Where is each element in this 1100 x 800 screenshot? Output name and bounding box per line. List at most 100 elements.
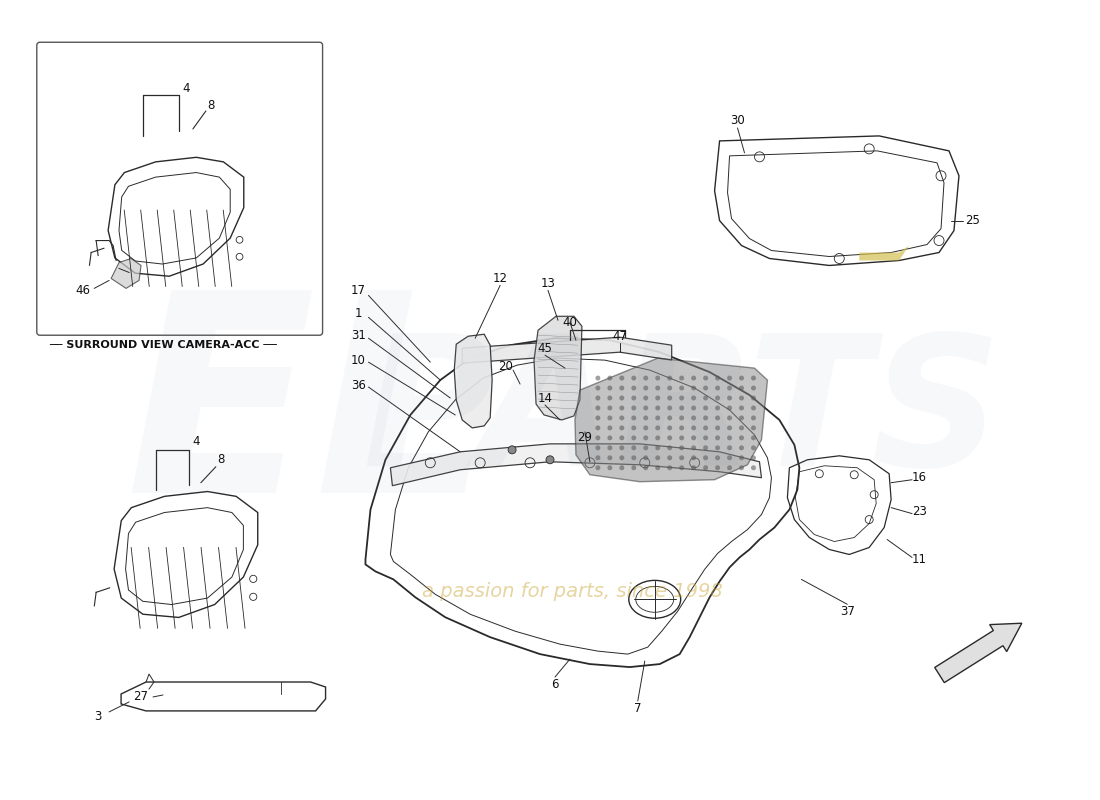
Circle shape <box>703 466 708 470</box>
Circle shape <box>679 426 684 430</box>
Circle shape <box>751 426 756 430</box>
Circle shape <box>751 406 756 410</box>
Circle shape <box>607 415 613 421</box>
Text: 45: 45 <box>538 342 552 354</box>
Circle shape <box>715 435 720 440</box>
Circle shape <box>691 435 696 440</box>
Polygon shape <box>534 316 582 420</box>
Circle shape <box>656 386 660 390</box>
Text: 25: 25 <box>966 214 980 227</box>
Circle shape <box>668 386 672 390</box>
Text: 4: 4 <box>183 82 189 94</box>
Circle shape <box>691 375 696 381</box>
Circle shape <box>679 375 684 381</box>
Circle shape <box>607 386 613 390</box>
Circle shape <box>607 466 613 470</box>
Circle shape <box>631 426 636 430</box>
Circle shape <box>595 415 601 421</box>
Circle shape <box>727 446 732 450</box>
Text: a passion for parts, since 1998: a passion for parts, since 1998 <box>421 582 723 601</box>
Circle shape <box>644 406 648 410</box>
Circle shape <box>727 375 732 381</box>
Text: 17: 17 <box>351 284 366 297</box>
Text: 36: 36 <box>351 378 366 391</box>
Circle shape <box>644 386 648 390</box>
Circle shape <box>607 426 613 430</box>
Circle shape <box>595 455 601 460</box>
Circle shape <box>679 466 684 470</box>
Circle shape <box>727 455 732 460</box>
Circle shape <box>595 426 601 430</box>
Circle shape <box>668 435 672 440</box>
Circle shape <box>595 466 601 470</box>
Circle shape <box>631 395 636 401</box>
Circle shape <box>751 435 756 440</box>
Circle shape <box>715 395 720 401</box>
Circle shape <box>619 375 625 381</box>
Text: 13: 13 <box>540 277 556 290</box>
FancyArrow shape <box>935 623 1022 682</box>
Text: 14: 14 <box>538 391 552 405</box>
Circle shape <box>656 426 660 430</box>
Circle shape <box>739 386 744 390</box>
Circle shape <box>691 386 696 390</box>
Circle shape <box>727 466 732 470</box>
Circle shape <box>727 395 732 401</box>
Circle shape <box>619 386 625 390</box>
Polygon shape <box>575 358 768 482</box>
Circle shape <box>607 375 613 381</box>
Circle shape <box>631 466 636 470</box>
Polygon shape <box>111 258 141 288</box>
Text: 16: 16 <box>912 471 926 484</box>
Text: 23: 23 <box>912 505 926 518</box>
Circle shape <box>751 415 756 421</box>
Circle shape <box>668 446 672 450</box>
Circle shape <box>739 426 744 430</box>
Circle shape <box>715 446 720 450</box>
Circle shape <box>703 435 708 440</box>
Circle shape <box>727 406 732 410</box>
Text: 10: 10 <box>351 354 366 366</box>
Circle shape <box>727 426 732 430</box>
Circle shape <box>727 435 732 440</box>
Text: 1: 1 <box>354 307 362 320</box>
Circle shape <box>656 455 660 460</box>
Polygon shape <box>454 334 492 428</box>
Circle shape <box>607 455 613 460</box>
Circle shape <box>595 406 601 410</box>
Circle shape <box>715 466 720 470</box>
Circle shape <box>644 435 648 440</box>
Circle shape <box>739 375 744 381</box>
Circle shape <box>715 455 720 460</box>
Circle shape <box>703 386 708 390</box>
Circle shape <box>595 395 601 401</box>
Circle shape <box>644 395 648 401</box>
Text: PARTS: PARTS <box>362 328 1001 504</box>
Circle shape <box>631 386 636 390</box>
Text: 4: 4 <box>192 435 199 448</box>
Circle shape <box>691 466 696 470</box>
Circle shape <box>619 415 625 421</box>
Circle shape <box>656 406 660 410</box>
Circle shape <box>668 426 672 430</box>
Circle shape <box>739 466 744 470</box>
Circle shape <box>595 435 601 440</box>
Circle shape <box>691 446 696 450</box>
Circle shape <box>751 446 756 450</box>
Circle shape <box>644 375 648 381</box>
Circle shape <box>619 435 625 440</box>
Circle shape <box>668 455 672 460</box>
Text: 6: 6 <box>551 678 559 690</box>
Text: 46: 46 <box>76 284 90 297</box>
Circle shape <box>691 455 696 460</box>
Circle shape <box>691 395 696 401</box>
Circle shape <box>691 426 696 430</box>
Text: 3: 3 <box>95 710 102 723</box>
Text: 37: 37 <box>839 605 855 618</box>
Circle shape <box>619 406 625 410</box>
Circle shape <box>739 415 744 421</box>
Text: 31: 31 <box>351 329 366 342</box>
Circle shape <box>679 406 684 410</box>
Circle shape <box>691 406 696 410</box>
Circle shape <box>595 386 601 390</box>
